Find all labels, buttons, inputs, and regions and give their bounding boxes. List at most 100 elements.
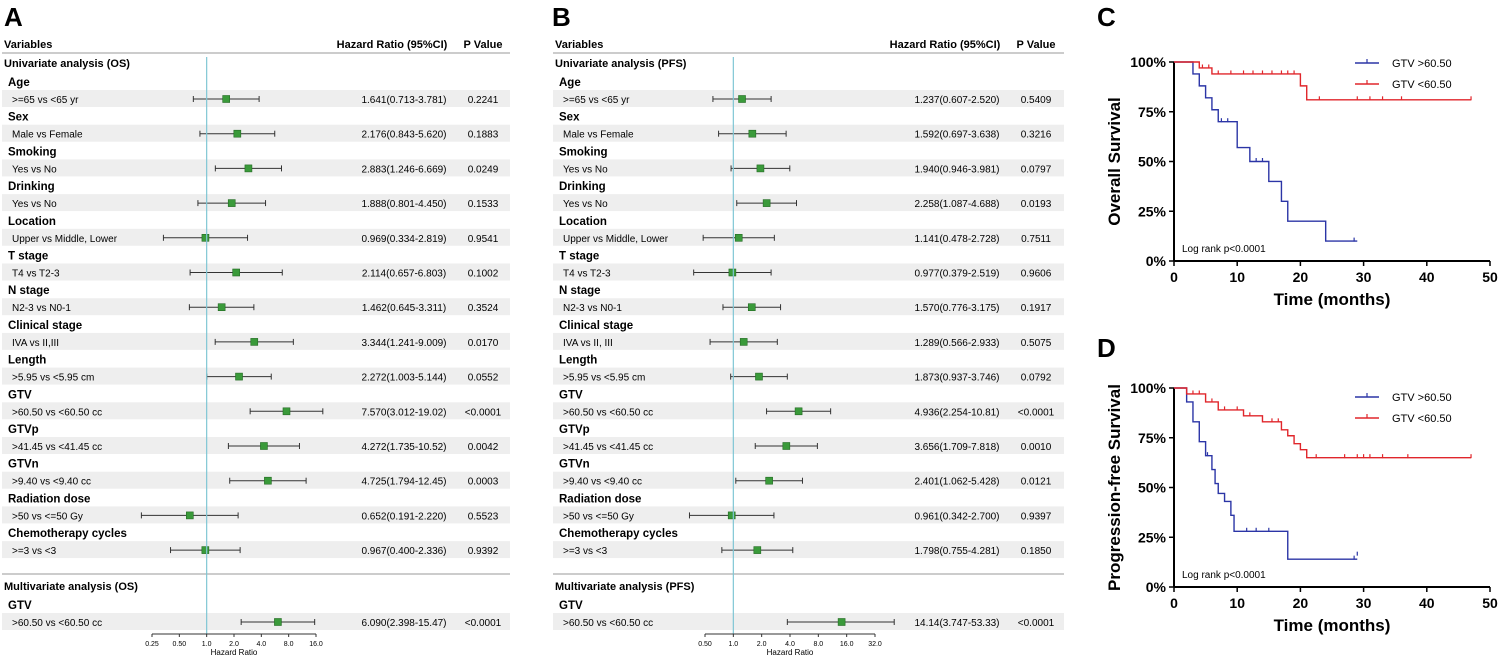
- km-plot-c: 0% 25% 50% 75% 100% 0 10 20 30 40 50 Time (months) O…: [1105, 54, 1498, 309]
- hr-point: [728, 268, 737, 277]
- panel-letter-a: A: [4, 2, 23, 32]
- y-tick-label: 100%: [1130, 54, 1166, 70]
- row-group: Radiation dose: [8, 493, 90, 505]
- row-p-value: 0.0792: [1021, 373, 1052, 384]
- row-band: [553, 124, 1064, 142]
- x-tick-label: 1.0: [202, 641, 212, 648]
- row-group: T stage: [559, 251, 599, 263]
- x-tick-label: 50: [1482, 269, 1498, 285]
- row-label: >=65 vs <65 yr: [12, 95, 79, 106]
- row-p-value: 0.0010: [1021, 442, 1052, 453]
- row-hr-text: 1.873(0.937-3.746): [914, 373, 999, 384]
- row-p-value: <0.0001: [1018, 618, 1055, 629]
- row-hr-text: 0.977(0.379-2.519): [914, 269, 999, 280]
- row-p-value: 0.1533: [468, 199, 499, 210]
- hr-point: [244, 164, 253, 173]
- x-tick-label: 2.0: [229, 641, 239, 648]
- row-label: >41.45 vs <41.45 cc: [12, 442, 102, 453]
- row-group: GTV: [559, 389, 583, 401]
- x-tick-label: 0: [1170, 595, 1178, 611]
- row-label: Male vs Female: [563, 130, 634, 141]
- x-tick-label: 16.0: [309, 641, 323, 648]
- section-multivariate: Multivariate analysis (PFS): [555, 581, 695, 593]
- x-tick-label: 8.0: [284, 641, 294, 648]
- row-band: [553, 263, 1064, 281]
- hr-point: [727, 511, 736, 520]
- hr-point: [765, 476, 773, 485]
- row-hr-text: 0.967(0.400-2.336): [361, 546, 446, 557]
- row-hr-text: 2.883(1.246-6.669): [361, 164, 446, 175]
- row-group: Radiation dose: [559, 493, 641, 505]
- row-p-value: 0.9397: [1021, 511, 1052, 522]
- forest-plot-a: Variables Hazard Ratio (95%CI) P Value Univ…: [2, 39, 510, 657]
- row-label: >5.95 vs <5.95 cm: [12, 373, 94, 384]
- row-label: >=3 vs <3: [12, 546, 57, 557]
- x-tick-label: 20: [1293, 595, 1309, 611]
- x-tick-label: 16.0: [840, 641, 854, 648]
- row-group: GTVp: [8, 424, 39, 436]
- x-tick-label: 0.25: [145, 641, 159, 648]
- y-tick-label: 100%: [1130, 380, 1166, 396]
- row-band: [553, 228, 1064, 246]
- row-label: Yes vs No: [12, 164, 57, 175]
- y-tick-label: 50%: [1138, 480, 1167, 496]
- y-axis-title: Overall Survival: [1105, 97, 1124, 226]
- row-label: >9.40 vs <9.40 cc: [12, 477, 91, 488]
- hr-point: [222, 95, 230, 103]
- row-p-value: 0.5409: [1021, 95, 1052, 106]
- header-hazard-ratio: Hazard Ratio (95%CI): [337, 39, 448, 51]
- row-label: Upper vs Middle, Lower: [12, 234, 118, 245]
- y-tick-label: 25%: [1138, 529, 1167, 545]
- row-hr-text: 1.289(0.566-2.933): [914, 338, 999, 349]
- hr-point: [201, 546, 210, 554]
- x-axis-title: Hazard Ratio: [211, 648, 258, 657]
- y-tick-label: 0%: [1146, 253, 1167, 269]
- row-hr-text: 2.176(0.843-5.620): [361, 130, 446, 141]
- row-hr-text: 2.114(0.657-6.803): [362, 269, 446, 280]
- row-group: Clinical stage: [559, 320, 633, 332]
- y-tick-label: 75%: [1138, 430, 1167, 446]
- y-axis-title: Progression-free Survival: [1105, 384, 1124, 591]
- legend-label: GTV >60.50: [1392, 392, 1452, 404]
- row-label: T4 vs T2-3: [12, 269, 60, 280]
- row-band: [2, 298, 510, 316]
- row-band: [553, 90, 1064, 107]
- hr-point: [739, 338, 748, 346]
- row-p-value: 0.1883: [468, 130, 499, 141]
- row-p-value: 0.9606: [1021, 269, 1052, 280]
- row-group: Sex: [8, 112, 29, 124]
- row-label: Male vs Female: [12, 130, 83, 141]
- row-hr-text: 4.936(2.254-10.81): [914, 407, 999, 418]
- row-label: IVA vs II, III: [563, 338, 613, 349]
- y-tick-label: 50%: [1138, 154, 1167, 170]
- row-group: N stage: [8, 285, 50, 297]
- row-group: N stage: [559, 285, 601, 297]
- row-label: >41.45 vs <41.45 cc: [563, 442, 653, 453]
- row-p-value: 0.5075: [1021, 338, 1052, 349]
- header-p-value: P Value: [464, 39, 503, 51]
- section-multivariate: Multivariate analysis (OS): [4, 581, 138, 593]
- x-axis-title: Time (months): [1274, 616, 1391, 635]
- row-label: Yes vs No: [12, 199, 57, 210]
- row-group: Sex: [559, 112, 580, 124]
- row-band: [2, 506, 510, 524]
- row-hr-text: 0.652(0.191-2.220): [361, 511, 446, 522]
- row-hr-text: 3.656(1.709-7.818): [914, 442, 999, 453]
- row-group: Smoking: [559, 146, 608, 158]
- row-p-value: 0.1002: [468, 269, 499, 280]
- hr-point: [217, 303, 226, 312]
- row-group: Chemotherapy cycles: [559, 528, 678, 540]
- km-curve: [1174, 387, 1358, 560]
- section-univariate: Univariate analysis (PFS): [555, 58, 687, 70]
- row-group: Age: [559, 77, 581, 89]
- row-p-value: 0.0170: [468, 338, 499, 349]
- row-group: GTV: [8, 389, 32, 401]
- hr-point: [794, 407, 803, 416]
- row-p-value: 0.1850: [1021, 546, 1052, 557]
- hr-point: [762, 199, 771, 207]
- row-hr-text: 0.969(0.334-2.819): [361, 234, 446, 245]
- row-group: Length: [8, 355, 46, 367]
- row-hr-text: 1.462(0.645-3.311): [362, 303, 446, 314]
- row-label: N2-3 vs N0-1: [563, 303, 622, 314]
